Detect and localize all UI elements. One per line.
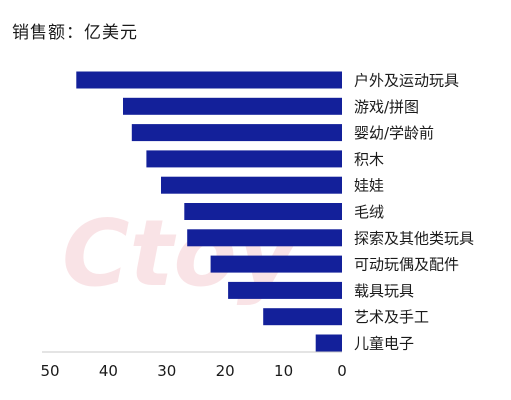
bars-layer bbox=[76, 71, 343, 352]
category-label-1: 户外及运动玩具 bbox=[354, 72, 459, 90]
category-label-6: 毛绒 bbox=[354, 203, 384, 221]
chart-title: 销售额：亿美元 bbox=[12, 23, 138, 43]
x-axis: 50 40 30 20 10 0 bbox=[40, 351, 347, 380]
category-label-8: 可动玩偶及配件 bbox=[354, 256, 459, 274]
category-label-9: 载具玩具 bbox=[354, 282, 414, 300]
category-label-10: 艺术及手工 bbox=[354, 308, 429, 326]
bar-5 bbox=[161, 176, 342, 194]
bar-7 bbox=[187, 229, 342, 247]
x-tick-label-3: 30 bbox=[157, 362, 176, 380]
x-tick-label-1: 50 bbox=[40, 362, 59, 380]
bar-10 bbox=[263, 308, 342, 326]
x-tick-label-5: 10 bbox=[274, 362, 293, 380]
bar-3 bbox=[131, 124, 342, 142]
category-label-2: 游戏/拼图 bbox=[354, 98, 419, 116]
category-label-7: 探索及其他类玩具 bbox=[354, 229, 474, 247]
x-tick-label-6: 0 bbox=[337, 362, 347, 380]
category-label-3: 婴幼/学龄前 bbox=[354, 124, 434, 142]
category-label-11: 儿童电子 bbox=[354, 335, 414, 353]
bar-9 bbox=[228, 281, 342, 299]
x-tick-label-2: 40 bbox=[99, 362, 118, 380]
bar-1 bbox=[76, 71, 343, 89]
bar-6 bbox=[184, 203, 342, 220]
bar-11 bbox=[315, 334, 342, 352]
x-tick-label-4: 20 bbox=[216, 362, 235, 380]
category-label-5: 娃娃 bbox=[354, 177, 384, 195]
bar-8 bbox=[210, 255, 342, 273]
category-label-4: 积木 bbox=[354, 150, 384, 168]
bar-2 bbox=[123, 97, 342, 115]
category-labels: 户外及运动玩具游戏/拼图婴幼/学龄前积木娃娃毛绒探索及其他类玩具可动玩偶及配件载… bbox=[354, 72, 474, 353]
bar-4 bbox=[146, 150, 342, 168]
